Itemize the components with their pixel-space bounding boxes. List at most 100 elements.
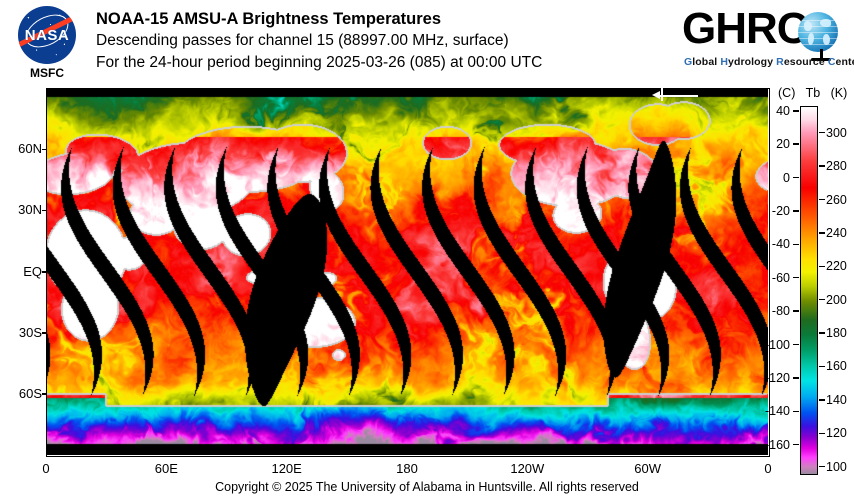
longitude-tick-label: 0 xyxy=(764,461,772,476)
colorbar-label-celsius: 20 xyxy=(776,137,790,152)
colorbar-tick-celsius xyxy=(793,377,799,379)
colorbar-label-celsius: -80 xyxy=(771,304,790,319)
colorbar-tick-kelvin xyxy=(819,432,825,434)
colorbar-tick-celsius xyxy=(793,176,799,179)
latitude-tick-mark xyxy=(42,332,47,334)
latitude-tick-mark xyxy=(42,271,47,273)
latitude-tick-mark xyxy=(42,148,47,151)
ghrc-wordmark: GHRC xyxy=(682,4,809,53)
colorbar-tick-celsius xyxy=(793,110,799,112)
subtitle-channel: Descending passes for channel 15 (88997.… xyxy=(96,32,509,49)
latitude-tick-label: 60S xyxy=(18,385,42,401)
colorbar-label-kelvin: 140 xyxy=(826,392,847,407)
longitude-tick-mark xyxy=(527,450,529,455)
colorbar-tick-kelvin xyxy=(819,131,825,134)
colorbar-tick-kelvin xyxy=(819,465,825,468)
nasa-center-label: MSFC xyxy=(30,66,64,80)
colorbar-tick-celsius xyxy=(793,243,799,246)
longitude-tick-mark xyxy=(766,450,768,455)
colorbar-label-celsius: -160 xyxy=(764,437,790,452)
nasa-wordmark: NASA xyxy=(24,27,70,44)
colorbar-label-kelvin: 300 xyxy=(826,125,847,140)
colorbar-unit-kelvin: (K) xyxy=(830,86,848,100)
globe-stand xyxy=(820,49,823,59)
colorbar-tick-kelvin xyxy=(819,165,825,167)
colorbar-label-kelvin: 240 xyxy=(826,225,847,240)
longitude-tick-label: 180 xyxy=(396,461,418,476)
colorbar-label-celsius: 40 xyxy=(776,103,790,118)
colorbar-tick-kelvin xyxy=(819,265,825,268)
latitude-tick-mark xyxy=(42,393,47,395)
colorbar-label-celsius: -100 xyxy=(764,337,790,352)
colorbar-label-kelvin: 100 xyxy=(826,459,847,474)
nasa-logo: NASA MSFC xyxy=(14,6,80,84)
subtitle-period: For the 24-hour period beginning 2025-03… xyxy=(96,54,543,71)
ghrc-subtitle-part: H xyxy=(720,56,728,68)
colorbar-tick-kelvin xyxy=(819,198,825,201)
ghrc-logo: GHRC Global Hydrology Resource Center xyxy=(682,4,854,76)
ghrc-subtitle: Global Hydrology Resource Center xyxy=(684,56,854,68)
globe-icon xyxy=(798,12,838,52)
colorbar-label-kelvin: 200 xyxy=(826,292,847,307)
latitude-tick-label: 30S xyxy=(18,324,42,340)
longitude-tick-mark xyxy=(407,450,409,455)
colorbar-tick-kelvin xyxy=(819,399,825,401)
colorbar-tick-kelvin xyxy=(819,232,825,234)
ghrc-subtitle-part: ydrology xyxy=(728,56,777,68)
colorbar-tick-celsius xyxy=(793,210,799,212)
title-block: NOAA-15 AMSU-A Brightness Temperatures D… xyxy=(96,8,542,74)
colorbar-label-celsius: 0 xyxy=(783,170,790,185)
colorbar-label-kelvin: 260 xyxy=(826,192,847,207)
colorbar-label-kelvin: 180 xyxy=(826,326,847,341)
latitude-tick-label: 30N xyxy=(18,202,42,218)
longitude-tick-label: 120E xyxy=(271,461,302,476)
swath-direction-arrow-icon xyxy=(652,86,698,102)
colorbar-tick-kelvin xyxy=(819,365,825,368)
colorbar-gradient xyxy=(800,106,818,475)
colorbar-tick-kelvin xyxy=(819,332,825,334)
longitude-tick-label: 60W xyxy=(634,461,662,476)
colorbar-quantity-label: Tb xyxy=(805,86,821,100)
nasa-stars xyxy=(18,6,76,64)
longitude-tick-mark xyxy=(166,450,168,455)
colorbar-unit-celsius: (C) xyxy=(778,86,796,100)
ghrc-subtitle-part: C xyxy=(827,56,836,68)
longitude-axis: 0 60E 120E 180 120W 60W 0 xyxy=(42,450,772,480)
colorbar-tick-celsius xyxy=(793,310,799,312)
longitude-tick-label: 0 xyxy=(42,461,50,476)
latitude-axis: 60N 30N EQ 30S 60S xyxy=(0,88,47,455)
colorbar-label-kelvin: 160 xyxy=(826,359,847,374)
colorbar-label-kelvin: 220 xyxy=(826,259,847,274)
latitude-tick-label: 60N xyxy=(18,141,42,157)
colorbar-tick-celsius xyxy=(793,410,799,413)
longitude-tick-label: 60E xyxy=(154,461,178,476)
longitude-tick-mark xyxy=(46,450,48,455)
colorbar-label-celsius: -60 xyxy=(771,270,790,285)
latitude-tick-mark xyxy=(42,209,47,212)
brightness-temperature-map[interactable] xyxy=(46,88,768,455)
ghrc-subtitle-part: enter xyxy=(835,56,854,68)
colorbar-tick-celsius xyxy=(793,443,799,446)
colorbar-label-celsius: -20 xyxy=(771,203,790,218)
nasa-meatball-icon: NASA xyxy=(18,6,76,64)
map-raster xyxy=(46,88,768,455)
colorbar-tick-celsius xyxy=(793,276,799,279)
ghrc-subtitle-part: G xyxy=(684,56,693,68)
page-title: NOAA-15 AMSU-A Brightness Temperatures xyxy=(96,10,442,28)
colorbar-label-celsius: -40 xyxy=(771,237,790,252)
ghrc-subtitle-part: R xyxy=(776,56,784,68)
colorbar-header: (C) Tb (K) xyxy=(778,86,847,100)
colorbar-tick-celsius xyxy=(793,343,799,346)
colorbar-label-celsius: -140 xyxy=(764,404,790,419)
colorbar-tick-celsius xyxy=(793,143,799,145)
ghrc-subtitle-part: lobal xyxy=(692,56,721,68)
colorbar-label-celsius: -120 xyxy=(764,370,790,385)
ghrc-subtitle-part: esource xyxy=(783,56,828,68)
colorbar-tick-kelvin xyxy=(819,298,825,301)
longitude-tick-label: 120W xyxy=(510,461,545,476)
globe-base xyxy=(811,58,831,61)
longitude-tick-mark xyxy=(647,450,650,455)
longitude-tick-mark xyxy=(286,450,289,455)
colorbar-label-kelvin: 280 xyxy=(826,159,847,174)
colorbar-label-kelvin: 120 xyxy=(826,426,847,441)
